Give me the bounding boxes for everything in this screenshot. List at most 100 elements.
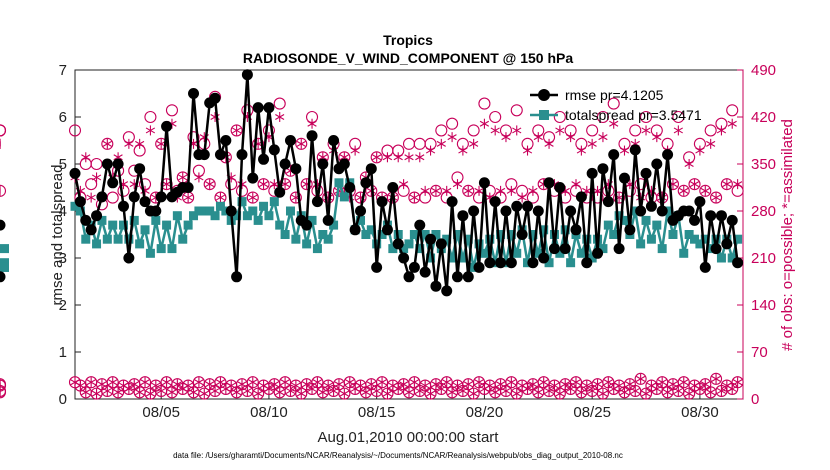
rmse-point: [91, 210, 103, 222]
totalspread-point: [544, 258, 554, 268]
totalspread-point: [0, 258, 9, 268]
obs-assimilated-marker: [609, 118, 619, 129]
obs-assimilated-marker: [350, 145, 360, 156]
obs-assimilated-marker: [102, 385, 112, 396]
obs-assimilated-marker: [689, 179, 700, 190]
rmse-point: [446, 196, 458, 208]
obs-possible-marker: [731, 376, 744, 389]
legend-totalspread-marker: [539, 110, 549, 120]
rmse-point: [651, 158, 663, 170]
totalspread-point: [539, 225, 549, 235]
rmse-point: [548, 243, 560, 255]
rmse-point: [349, 224, 361, 236]
totalspread-point: [140, 225, 150, 235]
obs-possible-marker: [354, 191, 367, 204]
totalspread-point: [237, 197, 247, 207]
obs-possible-marker: [85, 178, 98, 191]
obs-assimilated-marker: [420, 380, 430, 391]
rmse-point: [241, 69, 253, 81]
totalspread-point: [108, 220, 118, 230]
rmse-point: [662, 149, 674, 161]
rmse-point: [258, 153, 270, 165]
rmse-point: [80, 214, 92, 226]
obs-possible-marker: [311, 376, 324, 389]
rmse-point: [74, 196, 86, 208]
rmse-point: [500, 205, 512, 217]
obs-possible-marker: [0, 124, 7, 137]
obs-assimilated-marker: [695, 145, 705, 156]
totalspread-point: [162, 220, 172, 230]
obs-assimilated-marker: [533, 132, 543, 143]
totalspread-point: [582, 234, 592, 244]
obs-assimilated-marker: [512, 125, 522, 136]
obs-assimilated-marker: [372, 152, 382, 163]
obs-assimilated-marker: [555, 125, 565, 136]
rmse-point: [198, 149, 210, 161]
totalspread-point: [404, 239, 414, 249]
obs-assimilated-marker: [86, 192, 96, 203]
y-axis-right: 0 70 140 210 280 350 420 490: [737, 62, 776, 408]
rmse-point: [419, 266, 431, 278]
obs-assimilated-marker: [587, 138, 597, 149]
obs-assimilated-marker: [145, 125, 156, 136]
obs-assimilated-marker: [345, 377, 355, 388]
rmse-point: [608, 149, 620, 161]
obs-assimilated-marker: [425, 145, 436, 156]
obs-assimilated-marker: [113, 387, 123, 398]
totalspread-point: [641, 215, 651, 225]
totalspread-point: [657, 244, 667, 254]
obs-assimilated-marker: [420, 185, 430, 196]
obs-possible-marker: [68, 124, 82, 137]
obs-assimilated-marker: [452, 179, 463, 190]
obs-assimilated-marker: [463, 185, 473, 196]
obs-assimilated-marker: [501, 132, 511, 143]
rmse-point: [263, 102, 275, 114]
obs-assimilated-marker: [264, 383, 274, 394]
obs-assimilated-marker: [630, 385, 640, 396]
obs-possible-marker: [295, 387, 308, 400]
totalspread-point: [307, 215, 317, 225]
rmse-point: [376, 196, 388, 208]
obs-assimilated-marker: [102, 138, 112, 149]
obs-assimilated-marker: [732, 377, 743, 388]
obs-possible-marker: [553, 110, 566, 124]
totalspread-point: [189, 211, 199, 221]
totalspread-point: [587, 253, 597, 263]
obs-assimilated-marker: [404, 387, 414, 398]
rmse-point: [150, 205, 162, 217]
obs-possible-marker: [273, 97, 286, 110]
totalspread-point: [560, 225, 570, 235]
totalspread-point: [318, 230, 328, 239]
obs-assimilated-marker: [161, 179, 172, 190]
totalspread-point: [0, 244, 9, 254]
rmse-point: [473, 261, 485, 273]
obs-assimilated-marker: [652, 132, 662, 143]
obs-assimilated-marker: [565, 383, 576, 394]
rmse-series: [0, 69, 744, 297]
totalspread-point: [92, 239, 102, 249]
obs-assimilated-marker: [415, 152, 425, 163]
obs-assimilated-marker: [732, 179, 743, 190]
obs-possible-marker: [639, 110, 653, 124]
obs-possible-marker: [478, 97, 491, 110]
obs-assimilated-marker: [565, 132, 576, 143]
obs-assimilated-marker: [711, 192, 721, 203]
rmse-point: [387, 182, 399, 193]
rmse-point: [726, 214, 738, 226]
rmse-point: [85, 224, 97, 236]
totalspread-point: [97, 215, 107, 225]
obs-assimilated-marker: [361, 387, 371, 398]
obs-assimilated-marker: [727, 118, 737, 129]
rmse-point: [365, 163, 377, 175]
rmse-point: [128, 191, 140, 203]
obs-assimilated-marker: [517, 192, 527, 203]
x-tick-label: 08/05: [142, 404, 180, 421]
rmse-point: [69, 167, 81, 179]
obs-assimilated-marker: [145, 388, 156, 399]
y-left-tick-label: 5: [59, 156, 67, 173]
x-tick-label: 08/20: [466, 404, 504, 421]
rmse-point: [371, 261, 383, 273]
obs-assimilated-marker: [539, 377, 549, 388]
rmse-point: [236, 149, 248, 161]
totalspread-point: [431, 230, 441, 239]
